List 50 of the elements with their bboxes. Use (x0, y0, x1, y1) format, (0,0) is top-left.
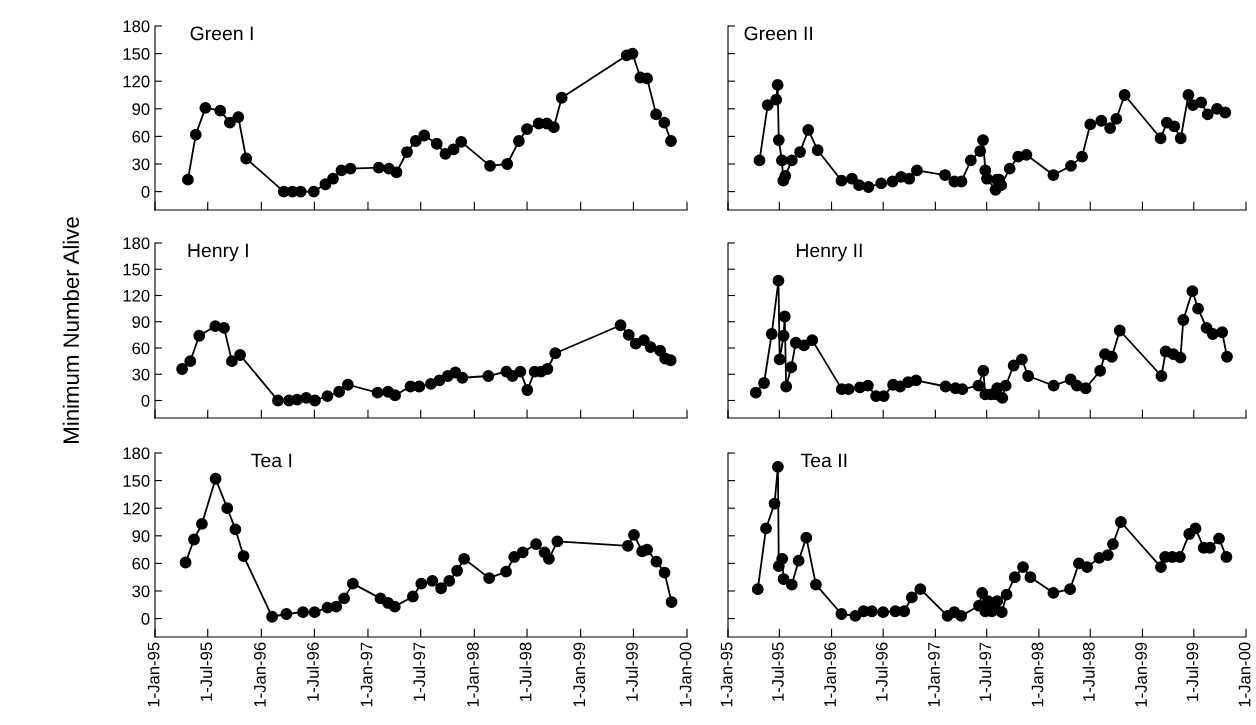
y-tick-label: 30 (132, 158, 150, 171)
chart-title: Henry II (796, 243, 862, 262)
y-tick-label: 150 (123, 48, 150, 60)
y-tick-label: 90 (132, 316, 150, 328)
x-tick-label: 1-Jan-99 (573, 642, 586, 707)
x-tick-label: 1-Jul-96 (306, 642, 319, 701)
x-tick-label: 1-Jul-98 (1082, 642, 1095, 701)
y-tick-label: 60 (132, 342, 150, 355)
chart-title: Tea I (251, 453, 292, 468)
y-tick-label: 120 (123, 75, 150, 88)
y-tick-label: 180 (123, 447, 150, 460)
y-tick-label: 30 (132, 368, 150, 381)
y-tick-label: 120 (123, 502, 150, 515)
x-tick-label: 1-Jan-96 (254, 642, 266, 707)
x-tick-label: 1-Jan-00 (679, 642, 692, 707)
y-tick-label: 180 (123, 20, 150, 33)
chart-title: Green II (744, 26, 812, 41)
y-tick-label: 180 (123, 237, 150, 250)
x-tick-label: 1-Jan-97 (360, 642, 373, 707)
x-tick-label: 1-Jan-95 (720, 642, 733, 707)
chart-title: Green I (190, 26, 253, 41)
y-axis-title: Minimum Number Alive (62, 217, 80, 443)
x-tick-label: 1-Jul-97 (412, 642, 426, 701)
x-tick-label: 1-Jul-96 (875, 642, 888, 701)
y-tick-label: 0 (141, 394, 150, 407)
x-tick-label: 1-Jan-98 (466, 642, 479, 707)
x-tick-label: 1-Jul-95 (199, 642, 213, 701)
y-tick-label: 120 (123, 289, 150, 302)
x-tick-label: 1-Jul-95 (771, 642, 784, 701)
y-tick-label: 0 (141, 186, 150, 198)
x-tick-label: 1-Jul-99 (625, 642, 638, 701)
y-tick-label: 90 (132, 103, 150, 115)
chart-title: Henry I (188, 243, 248, 262)
y-tick-label: 60 (132, 130, 150, 143)
x-tick-label: 1-Jul-99 (1186, 642, 1199, 701)
x-tick-label: 1-Jul-98 (519, 642, 532, 701)
y-tick-label: 30 (132, 585, 150, 598)
x-tick-label: 1-Jan-00 (1238, 642, 1251, 707)
x-tick-label: 1-Jan-98 (1031, 642, 1044, 707)
y-tick-label: 150 (123, 475, 150, 487)
y-tick-label: 90 (132, 530, 150, 542)
x-tick-label: 1-Jan-96 (824, 642, 837, 707)
y-tick-label: 0 (141, 613, 150, 625)
y-tick-label: 150 (123, 263, 150, 276)
x-tick-label: 1-Jan-95 (147, 642, 160, 707)
x-tick-label: 1-Jul-97 (978, 642, 992, 701)
x-tick-label: 1-Jan-97 (928, 642, 940, 707)
x-tick-label: 1-Jan-99 (1135, 642, 1147, 707)
chart-title: Tea II (800, 453, 847, 468)
y-tick-label: 60 (132, 557, 150, 570)
